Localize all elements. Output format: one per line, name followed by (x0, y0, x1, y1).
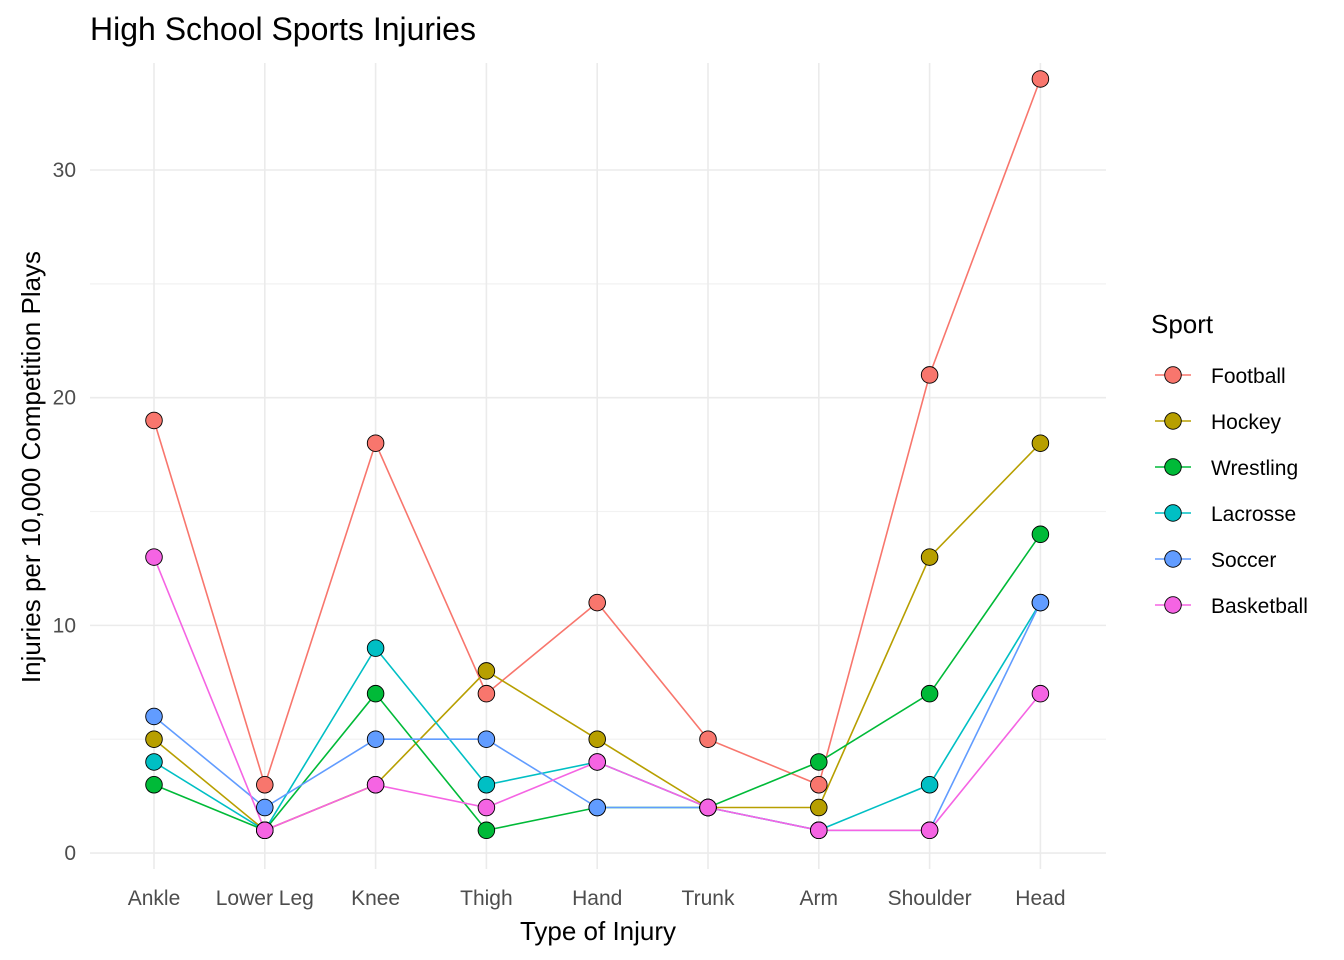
legend-label: Hockey (1211, 411, 1282, 434)
data-point-basketball (477, 798, 496, 817)
data-point-wrestling (366, 684, 385, 703)
legend-label: Basketball (1211, 595, 1308, 618)
data-point-soccer (145, 707, 163, 726)
legend: Sport Football Hockey Wrestling Lacrosse Soc… (1151, 309, 1308, 618)
legend-item-basketball: Basketball (1155, 595, 1308, 618)
x-tick-label: Lower Leg (216, 887, 314, 910)
data-point-basketball (810, 821, 828, 840)
legend-label: Football (1211, 365, 1286, 388)
data-point-lacrosse (366, 639, 385, 657)
data-point-football (1031, 70, 1050, 88)
legend-key-point (1164, 412, 1182, 430)
data-point-football (810, 776, 828, 794)
data-point-wrestling (145, 776, 163, 794)
legend-label: Wrestling (1211, 457, 1298, 480)
legend-title: Sport (1151, 309, 1214, 339)
legend-item-wrestling: Wrestling (1155, 457, 1298, 480)
data-point-basketball (256, 821, 274, 840)
legend-key-point (1164, 458, 1182, 476)
legend-key-point (1164, 366, 1182, 384)
data-point-lacrosse (477, 776, 496, 794)
x-tick-label: Thigh (460, 887, 513, 910)
data-point-football (588, 593, 606, 612)
legend-item-football: Football (1155, 365, 1286, 388)
data-point-hockey (145, 730, 163, 748)
data-point-basketball (366, 776, 385, 794)
x-tick-label: Hand (572, 887, 622, 910)
data-point-hockey (1031, 434, 1050, 452)
y-tick-label: 20 (53, 387, 76, 410)
data-point-soccer (256, 798, 274, 817)
x-tick-label: Head (1015, 887, 1065, 910)
y-tick-labels: 0 10 20 30 (53, 159, 76, 865)
data-point-football (920, 366, 939, 384)
legend-key-point (1164, 596, 1182, 614)
data-point-hockey (477, 662, 496, 680)
y-axis-title: Injuries per 10,000 Competition Plays (16, 251, 46, 683)
x-axis-title: Type of Injury (520, 916, 676, 946)
legend-key-point (1164, 504, 1182, 522)
x-tick-labels: Ankle Lower Leg Knee Thigh Hand Trunk Arm Shoul… (128, 887, 1066, 910)
legend-items: Football Hockey Wrestling Lacrosse Soccer Bas… (1155, 365, 1308, 618)
data-point-wrestling (810, 753, 828, 771)
data-point-football (145, 411, 163, 430)
legend-label: Lacrosse (1211, 503, 1296, 526)
x-tick-label: Trunk (682, 887, 735, 910)
x-tick-label: Knee (351, 887, 400, 910)
legend-key-point (1164, 550, 1182, 568)
x-tick-label: Arm (800, 887, 839, 910)
legend-item-lacrosse: Lacrosse (1155, 503, 1296, 526)
data-point-football (366, 434, 385, 452)
data-point-hockey (920, 548, 939, 566)
x-tick-label: Ankle (128, 887, 181, 910)
data-point-wrestling (1031, 525, 1050, 544)
data-point-basketball (588, 753, 606, 771)
data-point-soccer (1031, 593, 1050, 612)
data-point-basketball (1031, 684, 1050, 703)
data-point-wrestling (477, 821, 496, 840)
data-point-football (477, 684, 496, 703)
grid (90, 63, 1106, 869)
data-point-wrestling (920, 684, 939, 703)
data-point-soccer (588, 798, 606, 817)
y-tick-label: 0 (64, 842, 76, 865)
data-point-hockey (810, 798, 828, 817)
data-point-basketball (699, 798, 717, 817)
series-points (145, 70, 1050, 840)
data-point-basketball (145, 548, 163, 566)
data-point-lacrosse (920, 776, 939, 794)
legend-item-soccer: Soccer (1155, 549, 1276, 572)
y-tick-label: 30 (53, 159, 76, 182)
y-tick-label: 10 (53, 614, 76, 637)
data-point-basketball (920, 821, 939, 840)
data-point-soccer (366, 730, 385, 748)
data-point-soccer (477, 730, 496, 748)
data-point-football (699, 730, 717, 748)
chart-title: High School Sports Injuries (90, 11, 476, 47)
data-point-lacrosse (145, 753, 163, 771)
legend-label: Soccer (1211, 549, 1276, 572)
data-point-football (256, 776, 274, 794)
x-tick-label: Shoulder (888, 887, 972, 910)
data-point-hockey (588, 730, 606, 748)
legend-item-hockey: Hockey (1155, 411, 1282, 434)
